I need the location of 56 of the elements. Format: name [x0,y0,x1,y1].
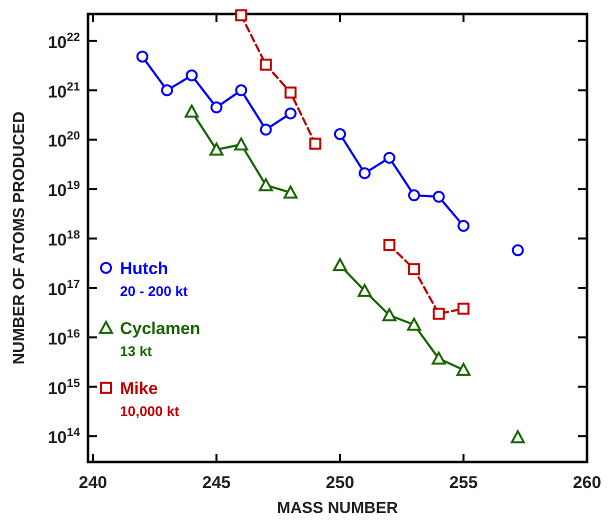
x-axis-title: MASS NUMBER [277,500,398,517]
y-tick-label: 10$^{14}$ [48,425,80,448]
y-tick-label: 10$^{20}$ [48,128,80,151]
x-tick-label: 260 [572,473,602,492]
point [408,263,420,276]
point [432,308,445,320]
point [161,84,174,96]
point [408,189,420,202]
point [334,128,346,140]
point [432,352,446,365]
x-tick-label: 240 [78,473,108,492]
point [332,258,347,272]
point [209,142,224,156]
point [260,58,272,71]
legend-label: Hutch [120,258,168,278]
point [407,318,422,331]
y-tick-label: 10$^{17}$ [48,276,80,299]
x-tick-label: 255 [449,473,478,492]
legend-label: Cyclamen [120,318,200,338]
point [358,167,371,180]
point [309,138,322,150]
point [234,137,248,150]
point [457,302,470,315]
annotation: 20 - 200 kt [120,282,188,299]
y-tick-label: 10$^{16}$ [48,326,80,348]
point [457,220,470,232]
point [512,244,524,256]
legend-label: Mike [120,378,158,398]
y-axis-title: NUMBER OF ATOMS PRODUCED [11,111,28,365]
point [284,186,298,199]
annotation: 10,000 kt [120,402,180,419]
point [383,238,396,251]
y-tick-label: 10$^{19}$ [48,178,80,200]
point [510,430,525,444]
point [136,50,148,63]
point [382,308,396,322]
y-tick-label: 10$^{21}$ [48,79,80,102]
point [383,152,396,164]
y-tick-label: 10$^{22}$ [48,30,80,52]
point [456,362,470,376]
point [186,69,198,82]
x-tick-label: 245 [202,473,231,492]
point [284,107,297,120]
point [432,190,445,203]
point [235,9,248,22]
point [258,178,273,192]
x-tick-label: 250 [326,473,354,492]
point [284,86,297,99]
point [260,124,272,136]
point [235,84,248,96]
point [210,101,222,114]
point [184,104,199,118]
y-tick-label: 10$^{18}$ [48,228,80,250]
y-tick-label: 10$^{15}$ [48,376,80,398]
point [358,284,372,297]
annotation: 13 kt [120,342,152,359]
